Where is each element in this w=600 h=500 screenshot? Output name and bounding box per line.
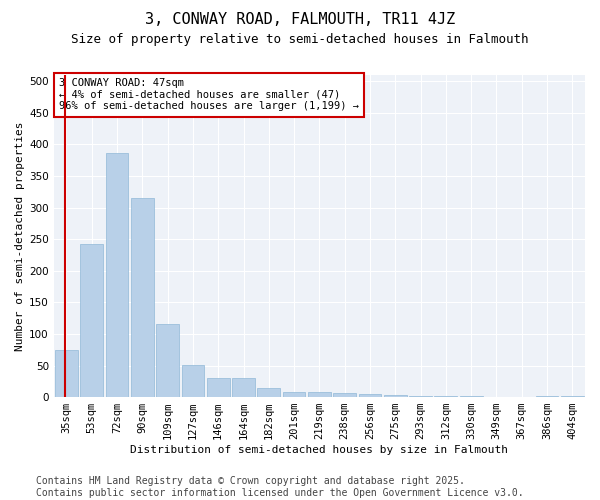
- Bar: [131, 198, 154, 397]
- Bar: [334, 392, 356, 397]
- Bar: [156, 324, 179, 397]
- Bar: [80, 244, 103, 397]
- Bar: [182, 365, 204, 397]
- Text: 3 CONWAY ROAD: 47sqm
← 4% of semi-detached houses are smaller (47)
96% of semi-d: 3 CONWAY ROAD: 47sqm ← 4% of semi-detach…: [59, 78, 359, 112]
- Bar: [283, 392, 305, 397]
- Bar: [434, 396, 457, 397]
- Bar: [106, 154, 128, 397]
- Bar: [55, 350, 78, 397]
- X-axis label: Distribution of semi-detached houses by size in Falmouth: Distribution of semi-detached houses by …: [130, 445, 508, 455]
- Bar: [460, 396, 482, 397]
- Y-axis label: Number of semi-detached properties: Number of semi-detached properties: [15, 122, 25, 351]
- Bar: [207, 378, 230, 397]
- Bar: [384, 395, 407, 397]
- Bar: [409, 396, 432, 397]
- Text: 3, CONWAY ROAD, FALMOUTH, TR11 4JZ: 3, CONWAY ROAD, FALMOUTH, TR11 4JZ: [145, 12, 455, 28]
- Bar: [257, 388, 280, 397]
- Bar: [561, 396, 584, 397]
- Text: Size of property relative to semi-detached houses in Falmouth: Size of property relative to semi-detach…: [71, 32, 529, 46]
- Text: Contains HM Land Registry data © Crown copyright and database right 2025.
Contai: Contains HM Land Registry data © Crown c…: [36, 476, 524, 498]
- Bar: [359, 394, 382, 397]
- Bar: [308, 392, 331, 397]
- Bar: [232, 378, 255, 397]
- Bar: [536, 396, 559, 397]
